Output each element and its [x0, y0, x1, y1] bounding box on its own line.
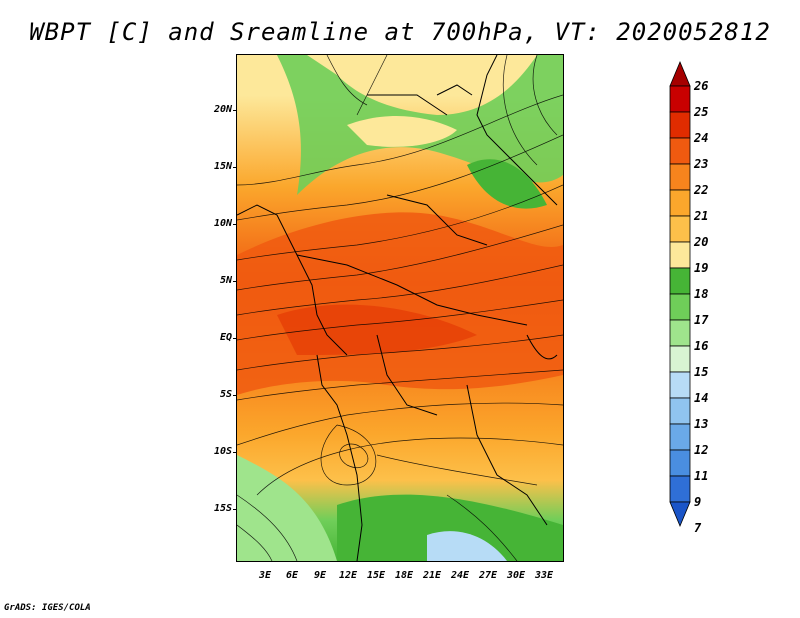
colorbar-label: 14	[694, 391, 709, 405]
colorbar-swatch	[669, 137, 691, 165]
lon-label-3e: 3E	[258, 570, 272, 581]
grads-credit: GrADS: IGES/COLA	[4, 603, 91, 613]
lat-tick	[233, 395, 237, 396]
colorbar-swatch	[669, 241, 691, 269]
colorbar-swatch	[669, 111, 691, 139]
colorbar-label: 11	[694, 469, 709, 483]
lon-label-12e: 12E	[338, 570, 358, 581]
lat-tick	[233, 338, 237, 339]
colorbar-label: 16	[694, 339, 709, 353]
lon-label-24e: 24E	[450, 570, 470, 581]
lat-label-15n: 15N	[213, 161, 232, 172]
lat-label-20n: 20N	[213, 104, 232, 115]
ethiopia-green	[467, 159, 547, 209]
lat-label-eq: EQ	[219, 332, 232, 343]
colorbar-swatch	[669, 475, 691, 503]
core-warm-band	[277, 304, 477, 355]
country-borders	[237, 55, 558, 561]
lat-tick	[233, 281, 237, 282]
colorbar-swatch	[669, 60, 691, 87]
colorbar-label: 19	[694, 261, 709, 275]
lon-label-21e: 21E	[422, 570, 442, 581]
colorbar-label: 13	[694, 417, 709, 431]
colorbar-label: 22	[694, 183, 709, 197]
colorbar-label: 15	[694, 365, 709, 379]
colorbar-label: 20	[694, 235, 709, 249]
lat-tick	[233, 224, 237, 225]
colorbar-swatch	[669, 345, 691, 373]
wbpt-field	[237, 55, 563, 561]
lat-tick	[233, 509, 237, 510]
colorbar-swatch	[669, 319, 691, 347]
colorbar-swatch	[669, 163, 691, 191]
lat-tick	[233, 167, 237, 168]
map-title: WBPT [C] and Sreamline at 700hPa, VT: 20…	[29, 18, 771, 46]
colorbar-swatch	[669, 85, 691, 113]
streamlines	[237, 55, 563, 561]
lat-tick	[233, 452, 237, 453]
colorbar-swatch	[669, 449, 691, 477]
colorbar-swatch	[669, 371, 691, 399]
lon-label-6e: 6E	[285, 570, 299, 581]
lon-label-18e: 18E	[394, 570, 414, 581]
colorbar-swatch	[669, 423, 691, 451]
colorbar-label: 26	[694, 79, 709, 93]
colorbar-label: 12	[694, 443, 709, 457]
lon-label-30e: 30E	[506, 570, 526, 581]
lon-label-33e: 33E	[534, 570, 554, 581]
lat-label-5n: 5N	[219, 275, 232, 286]
colorbar-swatch	[669, 501, 691, 528]
colorbar-swatch	[669, 215, 691, 243]
lon-label-15e: 15E	[366, 570, 386, 581]
colorbar-label: 18	[694, 287, 709, 301]
colorbar-label: 21	[694, 209, 709, 223]
lat-label-5s: 5S	[219, 389, 232, 400]
colorbar-label: 9	[694, 495, 702, 509]
southern-green	[337, 494, 563, 561]
colorbar-label: 24	[694, 131, 709, 145]
lat-label-15s: 15S	[213, 503, 232, 514]
lat-tick	[233, 110, 237, 111]
southwest-green	[237, 455, 337, 561]
colorbar-swatch	[669, 397, 691, 425]
colorbar-label: 25	[694, 105, 709, 119]
cool-blue-patch	[427, 531, 507, 561]
dry-patch	[347, 115, 457, 147]
colorbar-swatch	[669, 267, 691, 295]
lat-label-10s: 10S	[213, 446, 232, 457]
colorbar-swatch	[669, 189, 691, 217]
colorbar-label: 17	[694, 313, 709, 327]
colorbar-label: 23	[694, 157, 709, 171]
map-panel	[236, 54, 564, 562]
colorbar-swatch	[669, 293, 691, 321]
lon-label-9e: 9E	[313, 570, 327, 581]
colorbar-label: 7	[694, 521, 702, 535]
colorbar	[669, 60, 691, 528]
lat-label-10n: 10N	[213, 218, 232, 229]
lon-label-27e: 27E	[478, 570, 498, 581]
